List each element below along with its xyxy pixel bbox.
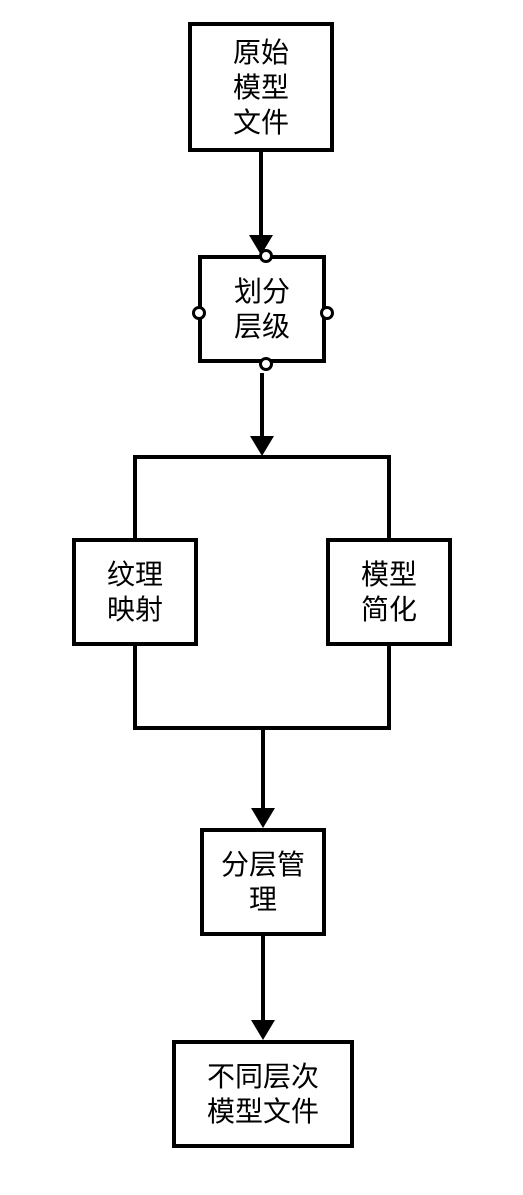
edge-split-hbar [133,455,391,459]
edge-merge-stem [261,726,265,810]
node-model-simplify: 模型 简化 [326,538,452,646]
edge-merge-left [133,646,137,730]
node-label: 原始 模型 文件 [233,35,289,140]
handle-bottom-icon [259,357,273,371]
arrowhead-icon [249,235,273,255]
arrowhead-icon [250,436,274,456]
handle-right-icon [320,306,334,320]
node-label: 分层管 理 [221,847,305,917]
node-original-model-file: 原始 模型 文件 [188,22,334,152]
node-divide-levels: 划分 层级 [198,255,326,363]
node-label: 模型 简化 [361,557,417,627]
node-label: 不同层次 模型文件 [207,1059,319,1129]
edge-split-left [133,455,137,538]
node-label: 纹理 映射 [107,557,163,627]
edge-n2-stem [260,373,264,438]
edge-n1-n2 [259,152,263,237]
edge-split-right [387,455,391,538]
node-layered-model-files: 不同层次 模型文件 [172,1040,354,1148]
arrowhead-icon [251,808,275,828]
edge-merge-right [387,646,391,730]
handle-left-icon [192,306,206,320]
node-label: 划分 层级 [234,274,290,344]
edge-n5-n6 [261,936,265,1022]
arrowhead-icon [251,1020,275,1040]
node-texture-mapping: 纹理 映射 [72,538,198,646]
node-layer-manage: 分层管 理 [200,828,326,936]
